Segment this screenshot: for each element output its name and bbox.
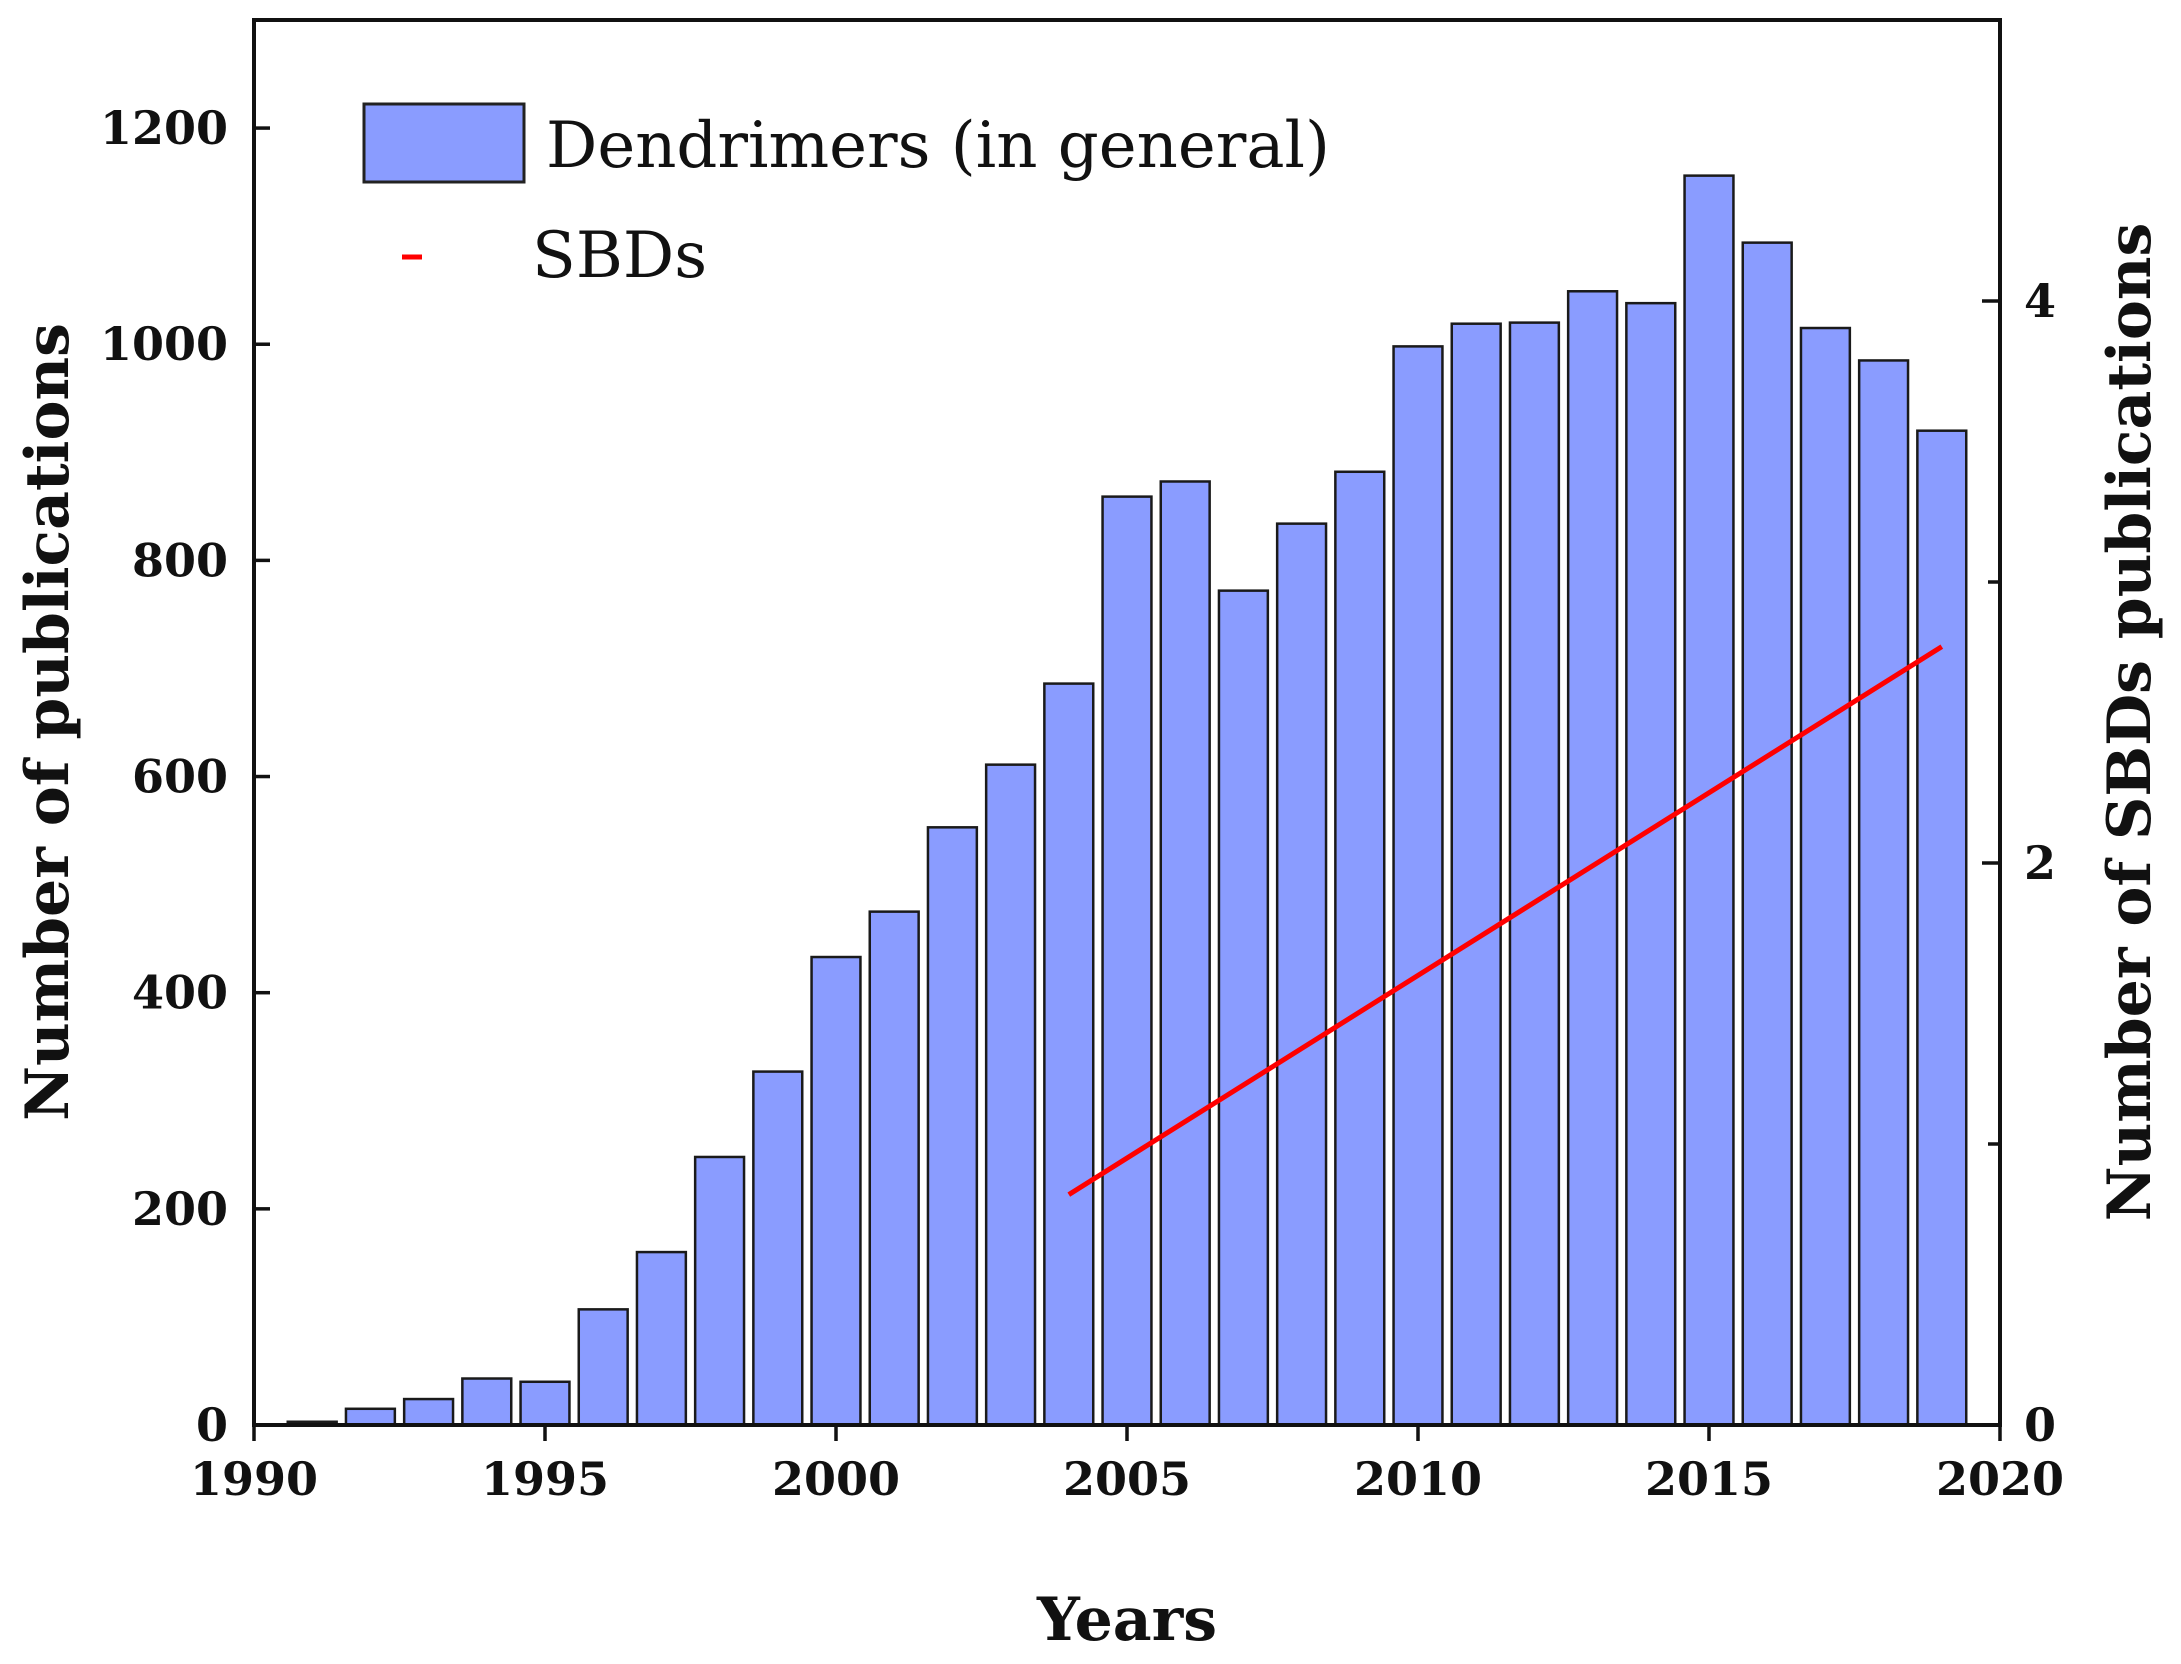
x-tick-label-2005: 2005 [1063,1452,1191,1506]
bar-1992 [344,1407,397,1427]
sbd-line [1067,644,1944,1197]
y-right-tick-label-0: 0 [2024,1398,2056,1452]
x-tick-label-1990: 1990 [190,1452,318,1506]
bar-2002 [926,826,979,1427]
bar-2005 [1101,495,1153,1427]
bar-2014 [1625,301,1677,1427]
bar-1997 [635,1250,688,1427]
bar-1994 [461,1377,513,1427]
bar-2012 [1508,321,1561,1427]
y-tick-label-0: 0 [196,1398,228,1452]
bar-2006 [1159,480,1211,1427]
y-tick-label-1000: 1000 [100,317,228,371]
bar-2000 [810,955,862,1427]
ticks-layer: 1990 1995 2000 2005 2010 2015 2020020040060080… [100,101,2064,1506]
bar-1996 [577,1308,629,1427]
bar-2003 [984,763,1037,1427]
bar-2007 [1217,589,1270,1427]
x-tick-label-2020: 2020 [1936,1452,2064,1506]
y-tick-label-600: 600 [132,750,228,804]
x-tick-label-2010: 2010 [1354,1452,1482,1506]
bar-1993 [402,1397,455,1427]
bar-2011 [1450,322,1502,1427]
legend-bar-swatch [362,102,526,184]
bar-2009 [1334,470,1386,1427]
bars-layer [286,174,1968,1427]
bar-2013 [1566,290,1619,1427]
y-axis-right-title: Number of SBDs publications [2095,223,2165,1222]
x-axis-title: Years [1036,1585,1217,1655]
bar-2008 [1275,522,1328,1427]
x-tick-label-2015: 2015 [1645,1452,1773,1506]
legend-label-dendrimers: Dendrimers (in general) [546,109,1330,183]
bar-2004 [1043,682,1095,1427]
bar-2019 [1916,429,1968,1427]
y-tick-label-800: 800 [132,533,228,587]
bar-2010 [1392,345,1444,1427]
bar-2017 [1799,326,1852,1427]
legend: Dendrimers (in general) SBDs [362,102,1330,293]
x-tick-label-2000: 2000 [772,1452,900,1506]
y-right-tick-label-2: 2 [2024,836,2056,890]
x-tick-label-1995: 1995 [481,1452,609,1506]
bar-1999 [752,1070,804,1427]
y-tick-label-200: 200 [132,1182,228,1236]
y-tick-label-400: 400 [132,966,228,1020]
y-axis-title: Number of publications [13,323,83,1121]
bar-2016 [1741,241,1793,1427]
sbd-line-layer [1067,644,1944,1197]
bar-1998 [693,1155,746,1427]
legend-label-sbds: SBDs [532,219,707,293]
bar-2015 [1683,174,1735,1427]
y-right-tick-label-4: 4 [2024,274,2056,328]
y-tick-label-1200: 1200 [100,101,228,155]
bar-2001 [868,910,920,1427]
bar-1995 [519,1380,571,1427]
bar-2018 [1857,359,1910,1427]
